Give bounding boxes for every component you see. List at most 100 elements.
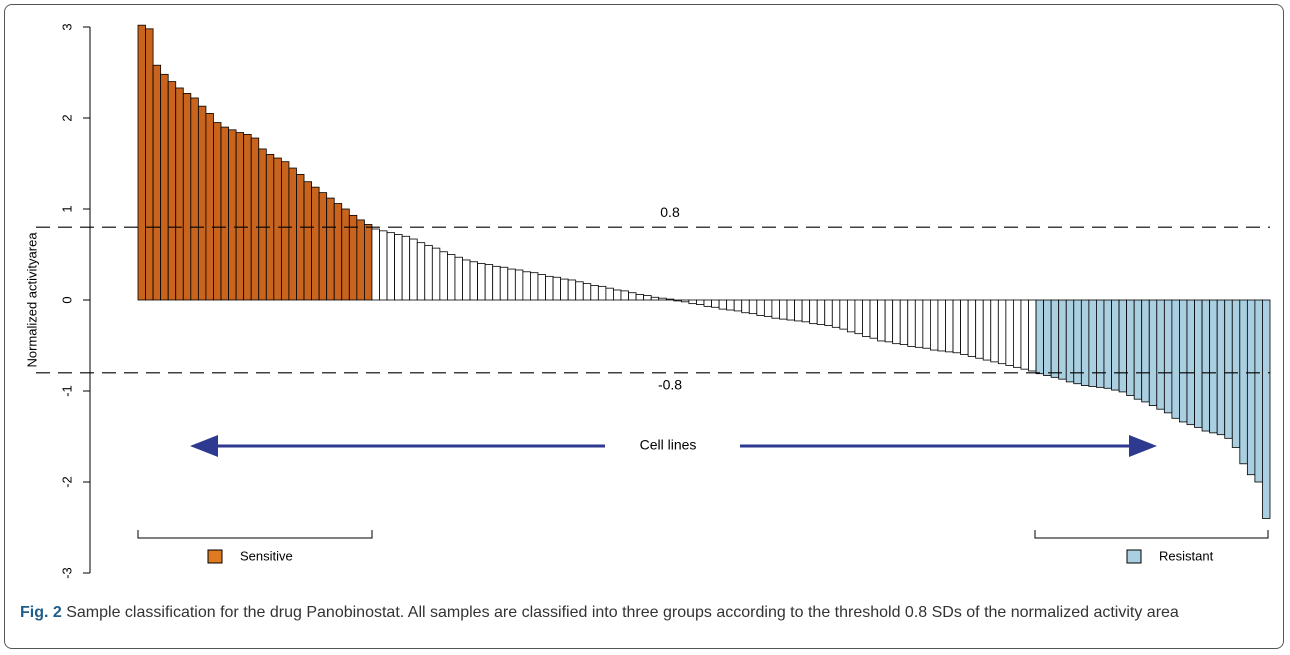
- bar: [748, 299, 758, 315]
- bar: [1103, 299, 1112, 389]
- bar: [809, 299, 818, 325]
- y-tick-label: -3: [59, 567, 74, 579]
- bar: [1156, 299, 1165, 410]
- bar: [1088, 299, 1097, 387]
- bar: [643, 295, 652, 301]
- bar: [846, 299, 856, 333]
- bar: [469, 261, 479, 301]
- bar: [575, 281, 584, 301]
- bar: [507, 268, 516, 301]
- bar: [1050, 299, 1060, 378]
- bar: [733, 299, 743, 312]
- bar: [718, 299, 728, 310]
- bar: [582, 283, 592, 301]
- bar: [318, 192, 328, 301]
- bar: [552, 276, 562, 301]
- bar: [665, 298, 675, 301]
- bar: [386, 232, 395, 301]
- bar: [1141, 299, 1150, 403]
- bar: [439, 251, 448, 301]
- bar: [816, 299, 826, 325]
- bar: [930, 299, 939, 351]
- bar: [628, 292, 637, 301]
- caption-label: Fig. 2: [20, 604, 62, 621]
- bar: [333, 203, 343, 301]
- bar: [839, 299, 848, 330]
- bar: [197, 105, 207, 301]
- bar: [363, 224, 373, 301]
- bar: [763, 299, 773, 317]
- bar: [892, 299, 901, 345]
- legend-label: Resistant: [1159, 548, 1214, 563]
- bar: [235, 132, 245, 301]
- bar: [1035, 299, 1045, 375]
- bar: [182, 93, 192, 301]
- bar: [967, 299, 977, 357]
- bar: [1194, 299, 1203, 428]
- bar: [152, 64, 162, 301]
- bar: [1163, 299, 1173, 414]
- bar: [862, 299, 871, 337]
- bar: [1171, 299, 1180, 419]
- y-tick-label: -1: [59, 385, 74, 397]
- bar: [650, 296, 660, 301]
- bar: [477, 263, 486, 301]
- bar: [854, 299, 863, 335]
- bar: [1239, 299, 1248, 465]
- bar: [824, 299, 833, 326]
- bar: [990, 299, 999, 363]
- bar: [137, 24, 146, 301]
- bar: [341, 208, 350, 301]
- legend-label: Sensitive: [240, 548, 293, 563]
- bar: [779, 299, 788, 320]
- bar: [1246, 299, 1256, 476]
- bar: [454, 256, 463, 301]
- bar: [356, 219, 365, 301]
- bar: [756, 299, 765, 316]
- bar: [741, 299, 750, 314]
- bar: [884, 299, 894, 343]
- bar: [613, 289, 622, 301]
- bar: [907, 299, 916, 347]
- bar: [1201, 299, 1211, 432]
- bar: [213, 122, 222, 301]
- bar: [794, 299, 803, 322]
- bar: [945, 299, 954, 353]
- bar: [922, 299, 931, 349]
- legend-swatch: [1126, 549, 1142, 564]
- bar: [1020, 299, 1029, 370]
- bar: [1005, 299, 1014, 366]
- bar: [1209, 299, 1218, 434]
- bar: [1262, 299, 1271, 519]
- arrowhead: [1129, 435, 1157, 457]
- bar: [899, 299, 909, 345]
- bar: [1118, 299, 1128, 393]
- bar: [1179, 299, 1188, 423]
- bar: [1073, 299, 1082, 385]
- bar: [160, 73, 169, 301]
- bar: [167, 81, 177, 301]
- bar: [982, 299, 992, 361]
- bar: [620, 290, 629, 301]
- bar: [401, 235, 411, 301]
- bar: [831, 299, 841, 328]
- bar: [514, 269, 524, 301]
- bar: [567, 279, 577, 301]
- bar: [545, 275, 554, 301]
- bar: [1186, 299, 1195, 426]
- bar: [635, 294, 645, 301]
- bar: [877, 299, 886, 342]
- threshold-label: -0.8: [658, 377, 682, 393]
- bar: [492, 265, 501, 301]
- bar: [522, 271, 531, 301]
- bar: [530, 272, 539, 301]
- y-tick-label: -2: [59, 476, 74, 488]
- bar: [1111, 299, 1120, 391]
- bar: [597, 285, 607, 301]
- bar: [258, 148, 267, 301]
- bar: [296, 174, 305, 301]
- bar: [431, 247, 441, 301]
- bar: [205, 113, 214, 301]
- bracket: [137, 530, 373, 539]
